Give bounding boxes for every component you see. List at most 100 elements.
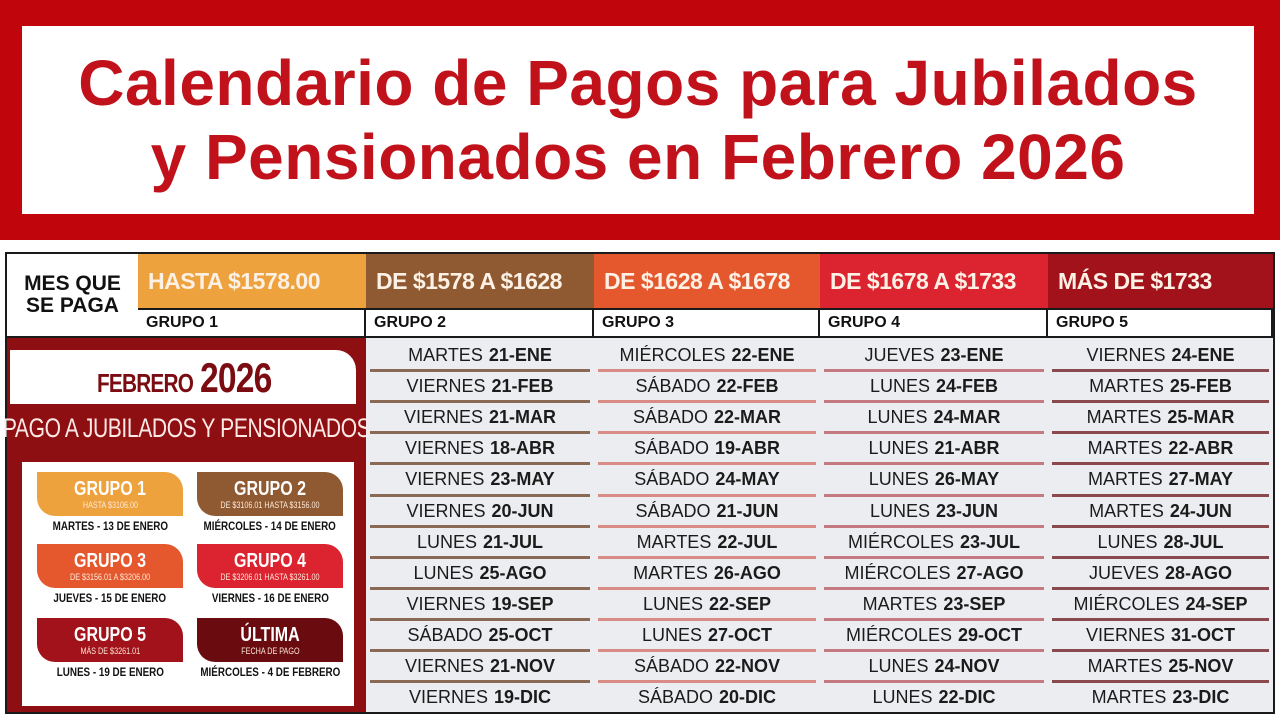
date: 22-DIC (938, 687, 996, 708)
weekday: LUNES (872, 687, 933, 708)
row-divider (370, 586, 590, 590)
row-divider (824, 524, 1044, 528)
payment-date-cell: SÁBADO 25-OCT (366, 620, 594, 651)
group-card-6: ÚLTIMA FECHA DE PAGO MIÉRCOLES - 4 DE FEBR… (197, 618, 343, 682)
column-header-grupo-3: DE $1628 A $1678 GRUPO 3 (594, 254, 820, 338)
group-card-1: GRUPO 1 HASTA $3106.00 MARTES - 13 DE ENER… (37, 472, 183, 536)
weekday: MARTES (1087, 656, 1163, 676)
row-divider (824, 649, 1044, 652)
group-label: GRUPO 4 (820, 308, 1048, 338)
weekday: LUNES (869, 500, 930, 521)
date: 21-NOV (490, 656, 556, 676)
payment-date-cell: SÁBADO 22-NOV (594, 651, 820, 682)
date: 31-OCT (1171, 624, 1236, 645)
weekday: LUNES (1097, 531, 1158, 552)
group-card-2: GRUPO 2 DE $3106.01 HASTA $3156.00 MIÉRCOL… (197, 472, 343, 536)
date: 24-NOV (934, 656, 1000, 676)
weekday: MIÉRCOLES (845, 624, 952, 645)
group-card-range: DE $3206.01 HASTA $3261.00 (220, 571, 320, 582)
weekday: SÁBADO (637, 687, 713, 708)
weekday: MARTES (633, 562, 708, 583)
row-divider (370, 680, 590, 684)
weekday: MARTES (1089, 500, 1164, 521)
weekday: MARTES (1087, 438, 1163, 459)
group-cards: GRUPO 1 HASTA $3106.00 MARTES - 13 DE ENER… (22, 462, 354, 706)
date: 22-ENE (731, 345, 795, 365)
weekday: MIÉRCOLES (1073, 593, 1180, 614)
date: 19-ABR (715, 438, 781, 459)
payment-date-cell: LUNES 22-SEP (594, 589, 820, 620)
payment-date-cell: MIÉRCOLES 23-JUL (820, 527, 1048, 558)
payment-date-cell: LUNES 24-NOV (820, 651, 1048, 682)
group-card-date: VIERNES - 16 DE ENERO (211, 591, 329, 605)
payment-date-cell: MIÉRCOLES 29-OCT (820, 620, 1048, 651)
title-line-2: y Pensionados en Febrero 2026 (150, 121, 1126, 193)
payment-date-cell: VIERNES 31-OCT (1048, 620, 1273, 651)
weekday: MARTES (1086, 407, 1162, 428)
panel-year: 2026 (200, 354, 272, 401)
date: 26-AGO (713, 562, 781, 583)
group-card-title: ÚLTIMA (240, 623, 300, 646)
income-range-label: MÁS DE $1733 (1048, 254, 1273, 308)
date: 24-JUN (1169, 500, 1232, 521)
payment-date-cell: MIÉRCOLES 24-SEP (1048, 589, 1273, 620)
row-divider (824, 493, 1044, 497)
title-line-1: Calendario de Pagos para Jubilados (78, 47, 1198, 119)
row-divider (1052, 493, 1269, 497)
date: 25-OCT (488, 624, 553, 645)
weekday: MARTES (1089, 376, 1164, 397)
row-divider (598, 524, 816, 528)
row-divider (370, 493, 590, 497)
weekday: MIÉRCOLES (844, 562, 951, 583)
weekday: MARTES (862, 593, 938, 614)
row-divider (598, 400, 816, 404)
row-divider (598, 369, 816, 373)
weekday: VIERNES (406, 593, 486, 614)
payment-date-cell: LUNES 21-ABR (820, 433, 1048, 464)
date: 27-OCT (708, 624, 773, 645)
date: 24-MAR (933, 407, 1001, 428)
weekday: VIERNES (403, 407, 483, 428)
date: 27-MAY (1168, 469, 1234, 490)
weekday: SÁBADO (632, 407, 708, 428)
weekday: LUNES (641, 624, 702, 645)
date: 28-AGO (1165, 562, 1233, 583)
payment-date-cell: SÁBADO 22-MAR (594, 402, 820, 433)
group-card-5: GRUPO 5 MÁS DE $3261.01 LUNES - 19 DE ENER… (37, 618, 183, 682)
date: 19-DIC (494, 687, 552, 708)
group-card-title: GRUPO 1 (73, 477, 147, 500)
row-divider (370, 617, 590, 621)
group-card-date: MARTES - 13 DE ENERO (52, 519, 168, 533)
payment-date-cell: LUNES 25-AGO (366, 558, 594, 589)
row-divider (1052, 617, 1269, 621)
row-divider (370, 524, 590, 528)
weekday: SÁBADO (635, 376, 711, 397)
row-divider (598, 680, 816, 684)
payment-date-cell: LUNES 23-JUN (820, 496, 1048, 527)
payment-date-cell: SÁBADO 21-JUN (594, 496, 820, 527)
weekday: VIERNES (408, 687, 488, 708)
weekday: LUNES (416, 531, 477, 552)
group-card-badge: GRUPO 3 DE $3156.01 A $3206.00 (37, 544, 183, 588)
row-divider (1052, 400, 1269, 404)
weekday: VIERNES (405, 469, 485, 490)
weekday: VIERNES (406, 500, 486, 521)
weekday: MARTES (408, 345, 483, 365)
title-banner: Calendario de Pagos para Jubilados y Pen… (0, 0, 1280, 240)
payment-date-cell: MARTES 23-SEP (820, 589, 1048, 620)
panel-subtitle: PAGO A JUBILADOS Y PENSIONADOS (2, 412, 371, 443)
weekday: MIÉRCOLES (847, 531, 954, 552)
weekday: LUNES (869, 376, 930, 397)
february-panel: FEBRERO 2026 PAGO A JUBILADOS Y PENSIONA… (2, 338, 371, 712)
group-card-title: GRUPO 5 (73, 623, 147, 646)
payment-date-cell: MARTES 27-MAY (1048, 464, 1273, 495)
payment-date-cell: MARTES 25-MAR (1048, 402, 1273, 433)
weekday: MIÉRCOLES (619, 345, 726, 365)
payment-date-cell: VIERNES 19-DIC (366, 682, 594, 713)
column-header-grupo-1: HASTA $1578.00 GRUPO 1 (138, 254, 366, 338)
date: 21-JUL (483, 531, 544, 552)
payment-date-cell: MARTES 24-JUN (1048, 496, 1273, 527)
row-divider (1052, 680, 1269, 684)
date: 24-SEP (1185, 593, 1248, 614)
payment-date-cell: MARTES 25-NOV (1048, 651, 1273, 682)
